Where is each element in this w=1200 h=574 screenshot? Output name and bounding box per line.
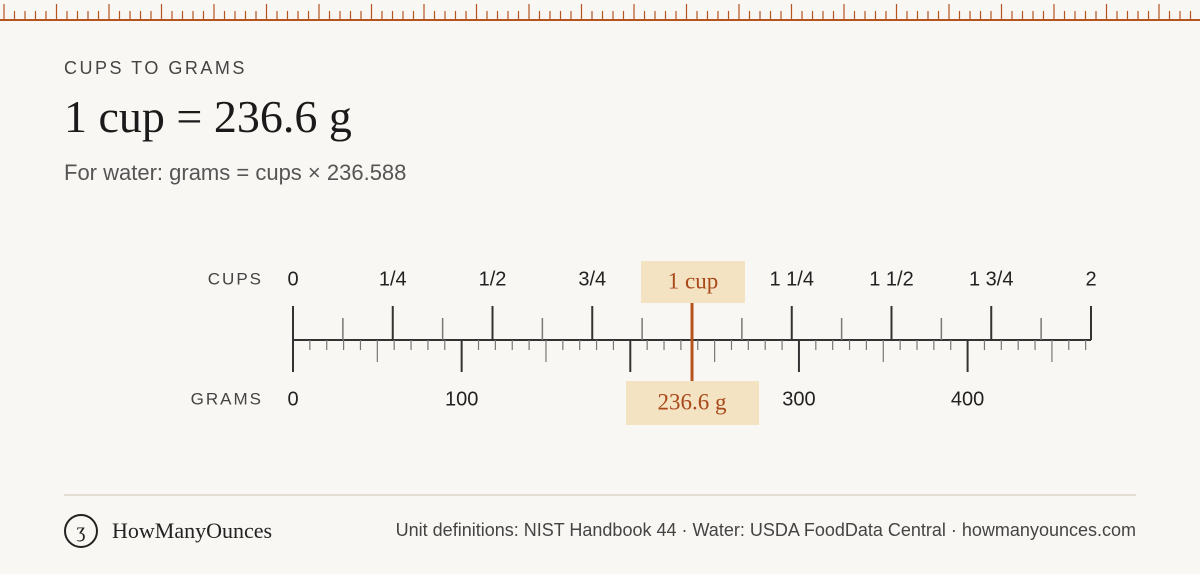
grams-highlight — [626, 381, 760, 425]
grams-tick-label: 100 — [445, 388, 478, 410]
grams-highlight-label: 236.6 g — [658, 389, 728, 414]
cups-tick-label: 1 1/2 — [869, 268, 913, 290]
cups-tick-label: 1 1/4 — [770, 268, 814, 290]
cups-tick-label: 3/4 — [578, 268, 606, 290]
cups-tick-label: 2 — [1085, 268, 1096, 290]
subtitle: For water: grams = cups × 236.588 — [64, 160, 407, 185]
logo: ʒ — [64, 514, 98, 548]
grams-tick-label: 400 — [951, 388, 984, 410]
cups-highlight-label: 1 cup — [668, 268, 718, 293]
cups-tick-label: 1/4 — [379, 268, 407, 290]
cups-highlight — [641, 261, 745, 303]
grams-tick-label: 0 — [287, 388, 298, 410]
divider — [64, 494, 1136, 496]
axis-label: GRAMS — [191, 389, 263, 408]
title: 1 cup = 236.6 g — [64, 91, 352, 142]
brand: HowManyOunces — [112, 518, 273, 543]
cups-tick-label: 0 — [287, 268, 298, 290]
sources: Unit definitions: NIST Handbook 44 · Wat… — [395, 520, 1136, 540]
cups-tick-label: 1/2 — [479, 268, 507, 290]
cups-tick-label: 1 3/4 — [969, 268, 1013, 290]
axis-label: CUPS — [208, 269, 263, 288]
grams-tick-label: 300 — [782, 388, 815, 410]
eyebrow: CUPS TO GRAMS — [64, 58, 247, 78]
